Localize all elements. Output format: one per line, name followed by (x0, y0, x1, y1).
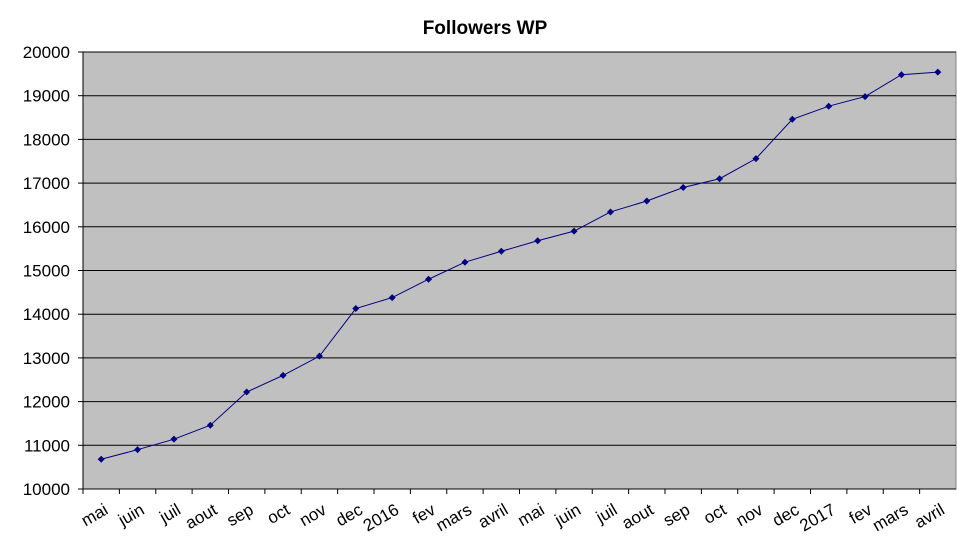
series-line (101, 71, 938, 460)
x-tick-label: oct (700, 500, 729, 528)
x-tick-label: mai (78, 500, 111, 530)
data-point (388, 294, 396, 302)
y-tick-label: 11000 (24, 436, 70, 455)
y-tick-label: 14000 (23, 305, 70, 324)
y-tick-label: 15000 (23, 262, 70, 281)
y-tick-label: 12000 (23, 393, 70, 412)
y-tick-label: 10000 (23, 480, 70, 499)
y-tick-label: 16000 (23, 218, 70, 237)
data-point (425, 275, 433, 283)
x-tick-label: juin (551, 500, 584, 530)
data-point (861, 93, 869, 101)
data-point (461, 258, 469, 266)
x-tick-label: juil (156, 500, 184, 527)
x-tick-label: dec (769, 500, 803, 530)
data-point (352, 305, 360, 313)
x-tick-label: avril (911, 500, 947, 532)
x-tick-label: mars (433, 500, 475, 535)
x-tick-label: nov (296, 500, 330, 530)
data-point (534, 237, 542, 245)
y-tick-label: 18000 (23, 130, 70, 149)
data-point (788, 115, 796, 123)
y-tick-label: 13000 (23, 349, 70, 368)
data-point (679, 183, 687, 191)
data-point (934, 68, 942, 76)
y-tick-label: 17000 (23, 174, 70, 193)
x-tick-label: 2017 (796, 500, 838, 535)
data-point (825, 102, 833, 110)
x-tick-label: 2016 (360, 500, 402, 535)
x-tick-label: aout (182, 500, 220, 533)
data-point (97, 455, 105, 463)
x-tick-label: avril (475, 500, 511, 532)
data-point (752, 155, 760, 163)
data-point (315, 352, 323, 360)
x-tick-label: nov (733, 500, 767, 530)
data-point (497, 247, 505, 255)
x-tick-label: oct (264, 500, 293, 528)
data-point (716, 175, 724, 183)
y-tick-label: 20000 (23, 43, 70, 62)
x-tick-label: sep (660, 500, 693, 530)
x-tick-label: mai (514, 500, 547, 530)
data-point (243, 388, 251, 396)
y-tick-label: 19000 (23, 87, 70, 106)
x-tick-label: sep (223, 500, 256, 530)
data-point (170, 435, 178, 443)
chart-title: Followers WP (423, 18, 548, 39)
x-tick-label: juin (114, 500, 147, 530)
data-point (206, 421, 214, 429)
x-tick-label: aout (619, 500, 657, 533)
x-tick-label: dec (333, 500, 367, 530)
x-tick-label: mars (869, 500, 911, 535)
data-point (606, 208, 614, 216)
data-point (897, 71, 905, 79)
data-point (279, 371, 287, 379)
data-point (134, 446, 142, 454)
x-tick-label: juil (592, 500, 620, 527)
data-point (570, 227, 578, 235)
data-point (643, 197, 651, 205)
